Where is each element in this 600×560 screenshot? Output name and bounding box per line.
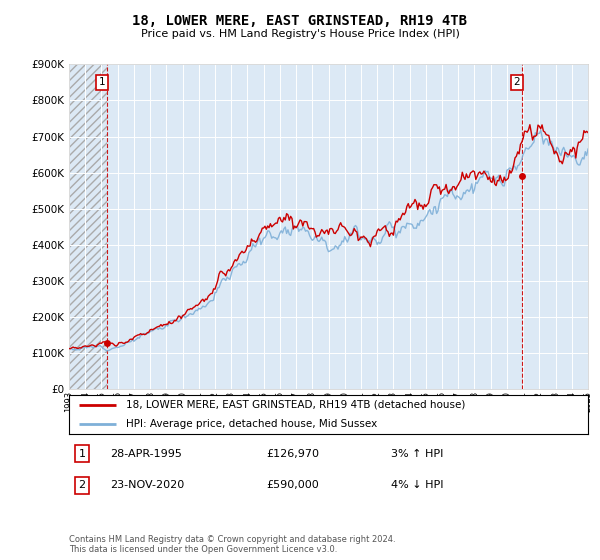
Bar — [69, 64, 107, 389]
Text: 1: 1 — [79, 449, 85, 459]
Text: 18, LOWER MERE, EAST GRINSTEAD, RH19 4TB: 18, LOWER MERE, EAST GRINSTEAD, RH19 4TB — [133, 14, 467, 28]
Text: 2: 2 — [79, 480, 86, 490]
Text: Price paid vs. HM Land Registry's House Price Index (HPI): Price paid vs. HM Land Registry's House … — [140, 29, 460, 39]
Text: 28-APR-1995: 28-APR-1995 — [110, 449, 182, 459]
Text: £590,000: £590,000 — [266, 480, 319, 490]
Text: 3% ↑ HPI: 3% ↑ HPI — [391, 449, 443, 459]
Text: Contains HM Land Registry data © Crown copyright and database right 2024.
This d: Contains HM Land Registry data © Crown c… — [69, 535, 395, 554]
Text: HPI: Average price, detached house, Mid Sussex: HPI: Average price, detached house, Mid … — [126, 419, 377, 429]
Text: 23-NOV-2020: 23-NOV-2020 — [110, 480, 185, 490]
Text: 1: 1 — [98, 77, 105, 87]
Text: £126,970: £126,970 — [266, 449, 319, 459]
Text: 4% ↓ HPI: 4% ↓ HPI — [391, 480, 443, 490]
Bar — [69, 64, 107, 389]
Text: 2: 2 — [514, 77, 520, 87]
Text: 18, LOWER MERE, EAST GRINSTEAD, RH19 4TB (detached house): 18, LOWER MERE, EAST GRINSTEAD, RH19 4TB… — [126, 400, 466, 410]
